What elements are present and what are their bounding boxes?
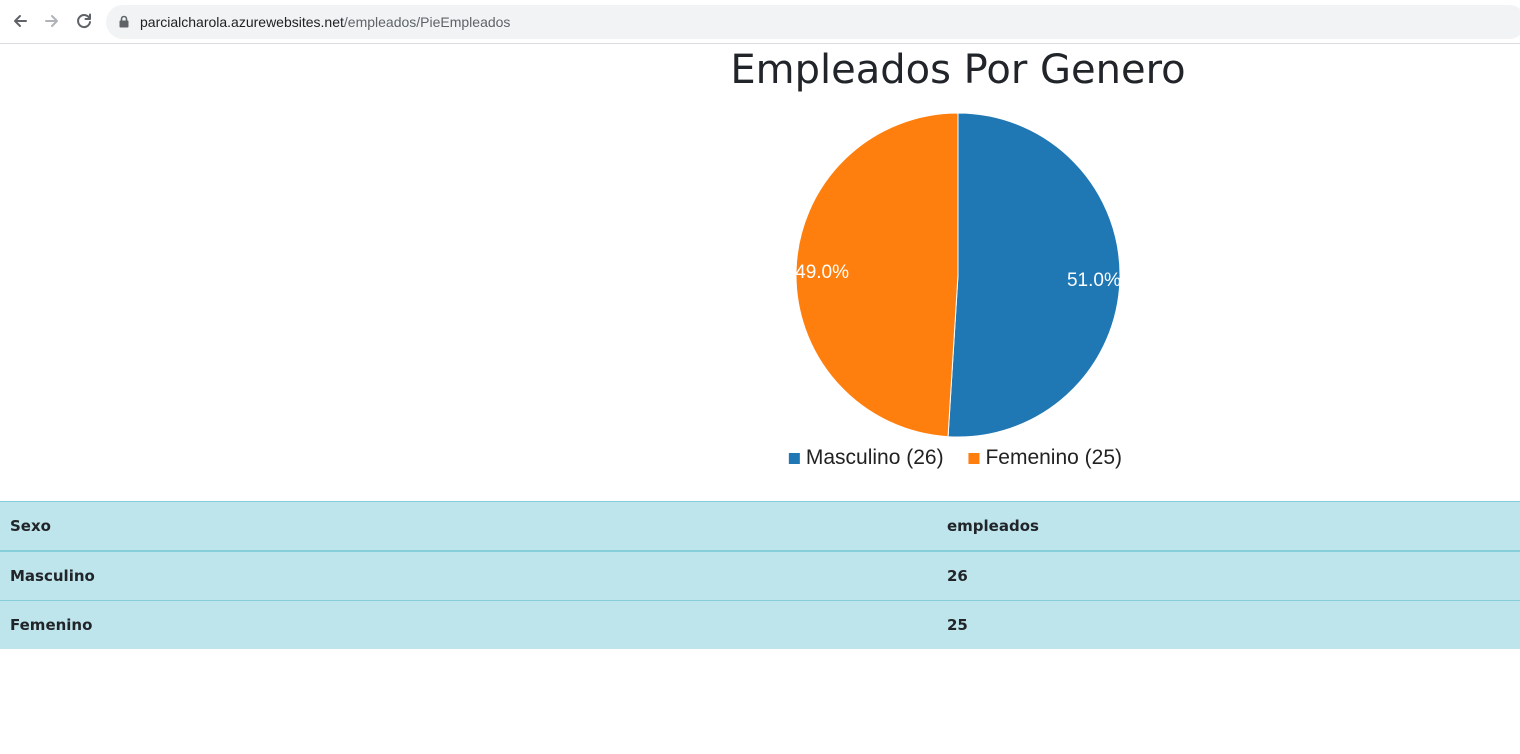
legend-label: Femenino (25) — [985, 446, 1122, 469]
arrow-right-icon — [45, 15, 58, 27]
address-bar[interactable]: parcialcharola.azurewebsites.net/emplead… — [106, 5, 1520, 39]
cell-sexo: Masculino — [0, 550, 937, 601]
url-text: parcialcharola.azurewebsites.net/emplead… — [140, 5, 510, 39]
lock-icon — [119, 15, 129, 28]
pie-slice-femenino — [795, 112, 959, 438]
cell-sexo: Femenino — [0, 600, 937, 649]
browser-toolbar: parcialcharola.azurewebsites.net/emplead… — [0, 0, 1520, 44]
pie-slice-masculino — [947, 112, 1121, 438]
table-row: Masculino 26 — [0, 550, 1520, 601]
legend-item: Femenino (25) — [968, 446, 1122, 469]
pie-percent-label: 49.0% — [795, 262, 849, 283]
employees-table: Sexo empleados Masculino 26 Femenino 25 — [0, 501, 1520, 649]
forward-button[interactable] — [39, 8, 65, 34]
url-host: parcialcharola.azurewebsites.net — [140, 14, 344, 30]
legend-swatch — [968, 453, 980, 464]
legend-swatch — [788, 453, 800, 464]
header-sexo: Sexo — [0, 501, 937, 552]
reload-icon — [77, 13, 91, 29]
back-button[interactable] — [7, 8, 33, 34]
legend-label: Masculino (26) — [806, 446, 944, 469]
reload-button[interactable] — [71, 8, 97, 34]
legend-item: Masculino (26) — [788, 446, 944, 469]
table-header-row: Sexo empleados — [0, 501, 1520, 552]
header-empleados: empleados — [937, 501, 1520, 552]
table-row: Femenino 25 — [0, 600, 1520, 649]
arrow-left-icon — [14, 15, 27, 27]
chart-title: Empleados Por Genero — [730, 47, 1186, 93]
cell-empleados: 25 — [937, 600, 1520, 649]
cell-empleados: 26 — [937, 550, 1520, 601]
pie-chart: 51.0% 49.0% Masculino (26) Femenino (25) — [788, 112, 1122, 469]
pie-percent-label: 51.0% — [1067, 270, 1121, 291]
url-path: /empleados/PieEmpleados — [343, 14, 511, 30]
